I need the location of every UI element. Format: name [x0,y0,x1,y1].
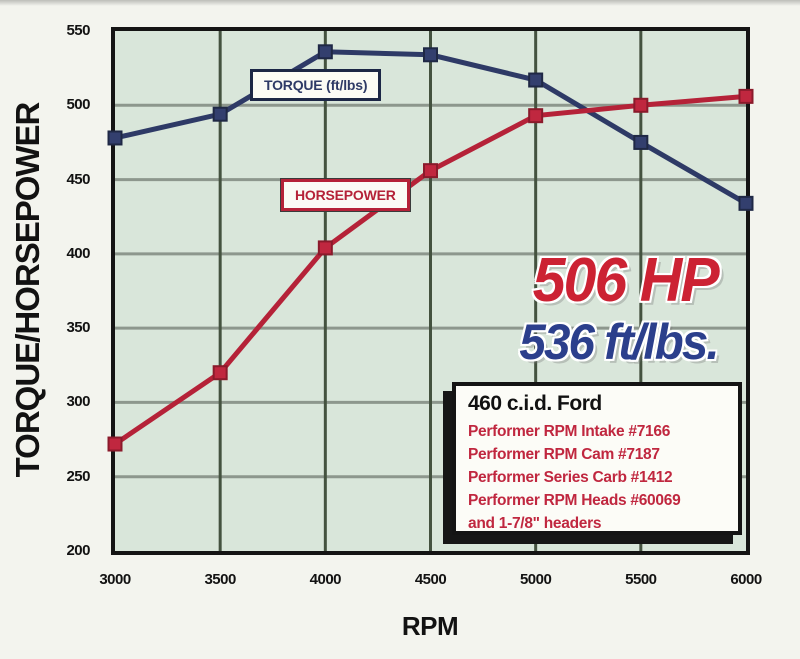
horsepower-data-point-3500 [212,365,228,381]
engine-part-line-4: Performer RPM Heads #60069 [468,492,681,509]
y-tick-label-350: 350 [66,319,90,337]
peak-hp-callout: 506 HP [532,246,720,315]
torque-data-point-6000 [738,195,754,211]
x-tick-label-4500: 4500 [414,571,447,588]
y-tick-label-300: 300 [66,393,90,411]
y-tick-label-200: 200 [66,542,90,559]
peak-torque-callout: 536 ft/lbs. [519,314,720,370]
torque-data-point-4500 [423,47,438,63]
x-tick-label-6000: 6000 [730,571,762,588]
y-tick-label-450: 450 [66,170,90,188]
y-tick-label-500: 500 [66,96,90,114]
x-tick-label-3000: 3000 [99,571,131,588]
plot-area [107,27,754,555]
horsepower-data-point-4500 [423,163,438,179]
torque-data-point-3000 [107,130,123,146]
horsepower-data-point-4000 [317,240,333,256]
engine-parts-list: Performer RPM Intake #7166 Performer RPM … [468,420,730,535]
y-tick-label-400: 400 [66,244,90,262]
y-tick-label-250: 250 [66,467,90,485]
engine-part-line-3: Performer Series Carb #1412 [468,469,673,486]
x-axis-title: RPM [401,611,459,641]
horsepower-data-point-5500 [633,97,649,113]
engine-spec-title: 460 c.i.d. Ford [468,392,602,415]
engine-part-line-2: Performer RPM Cam #7187 [468,446,660,463]
horsepower-data-point-5000 [528,108,544,124]
horsepower-data-point-3000 [107,436,123,452]
x-tick-label-4000: 4000 [309,571,342,588]
torque-data-point-5000 [528,72,544,88]
x-tick-label-5000: 5000 [519,571,552,588]
horsepower-series-label: HORSEPOWER [281,179,410,211]
y-tick-label-550: 550 [66,22,90,39]
x-tick-label-5500: 5500 [625,571,657,588]
engine-part-line-5: and 1-7/8" headers [468,515,602,532]
engine-part-line-1: Performer RPM Intake #7166 [468,423,671,440]
torque-series-label: TORQUE (ft/lbs) [250,69,382,101]
torque-data-point-3500 [212,106,228,122]
x-tick-label-3500: 3500 [204,571,236,588]
y-axis-title: TORQUE/HORSEPOWER [9,102,46,478]
engine-spec-box: 460 c.i.d. Ford Performer RPM Intake #71… [452,382,742,535]
torque-data-point-4000 [317,44,333,60]
torque-data-point-5500 [633,134,649,150]
horsepower-data-point-6000 [738,88,754,104]
